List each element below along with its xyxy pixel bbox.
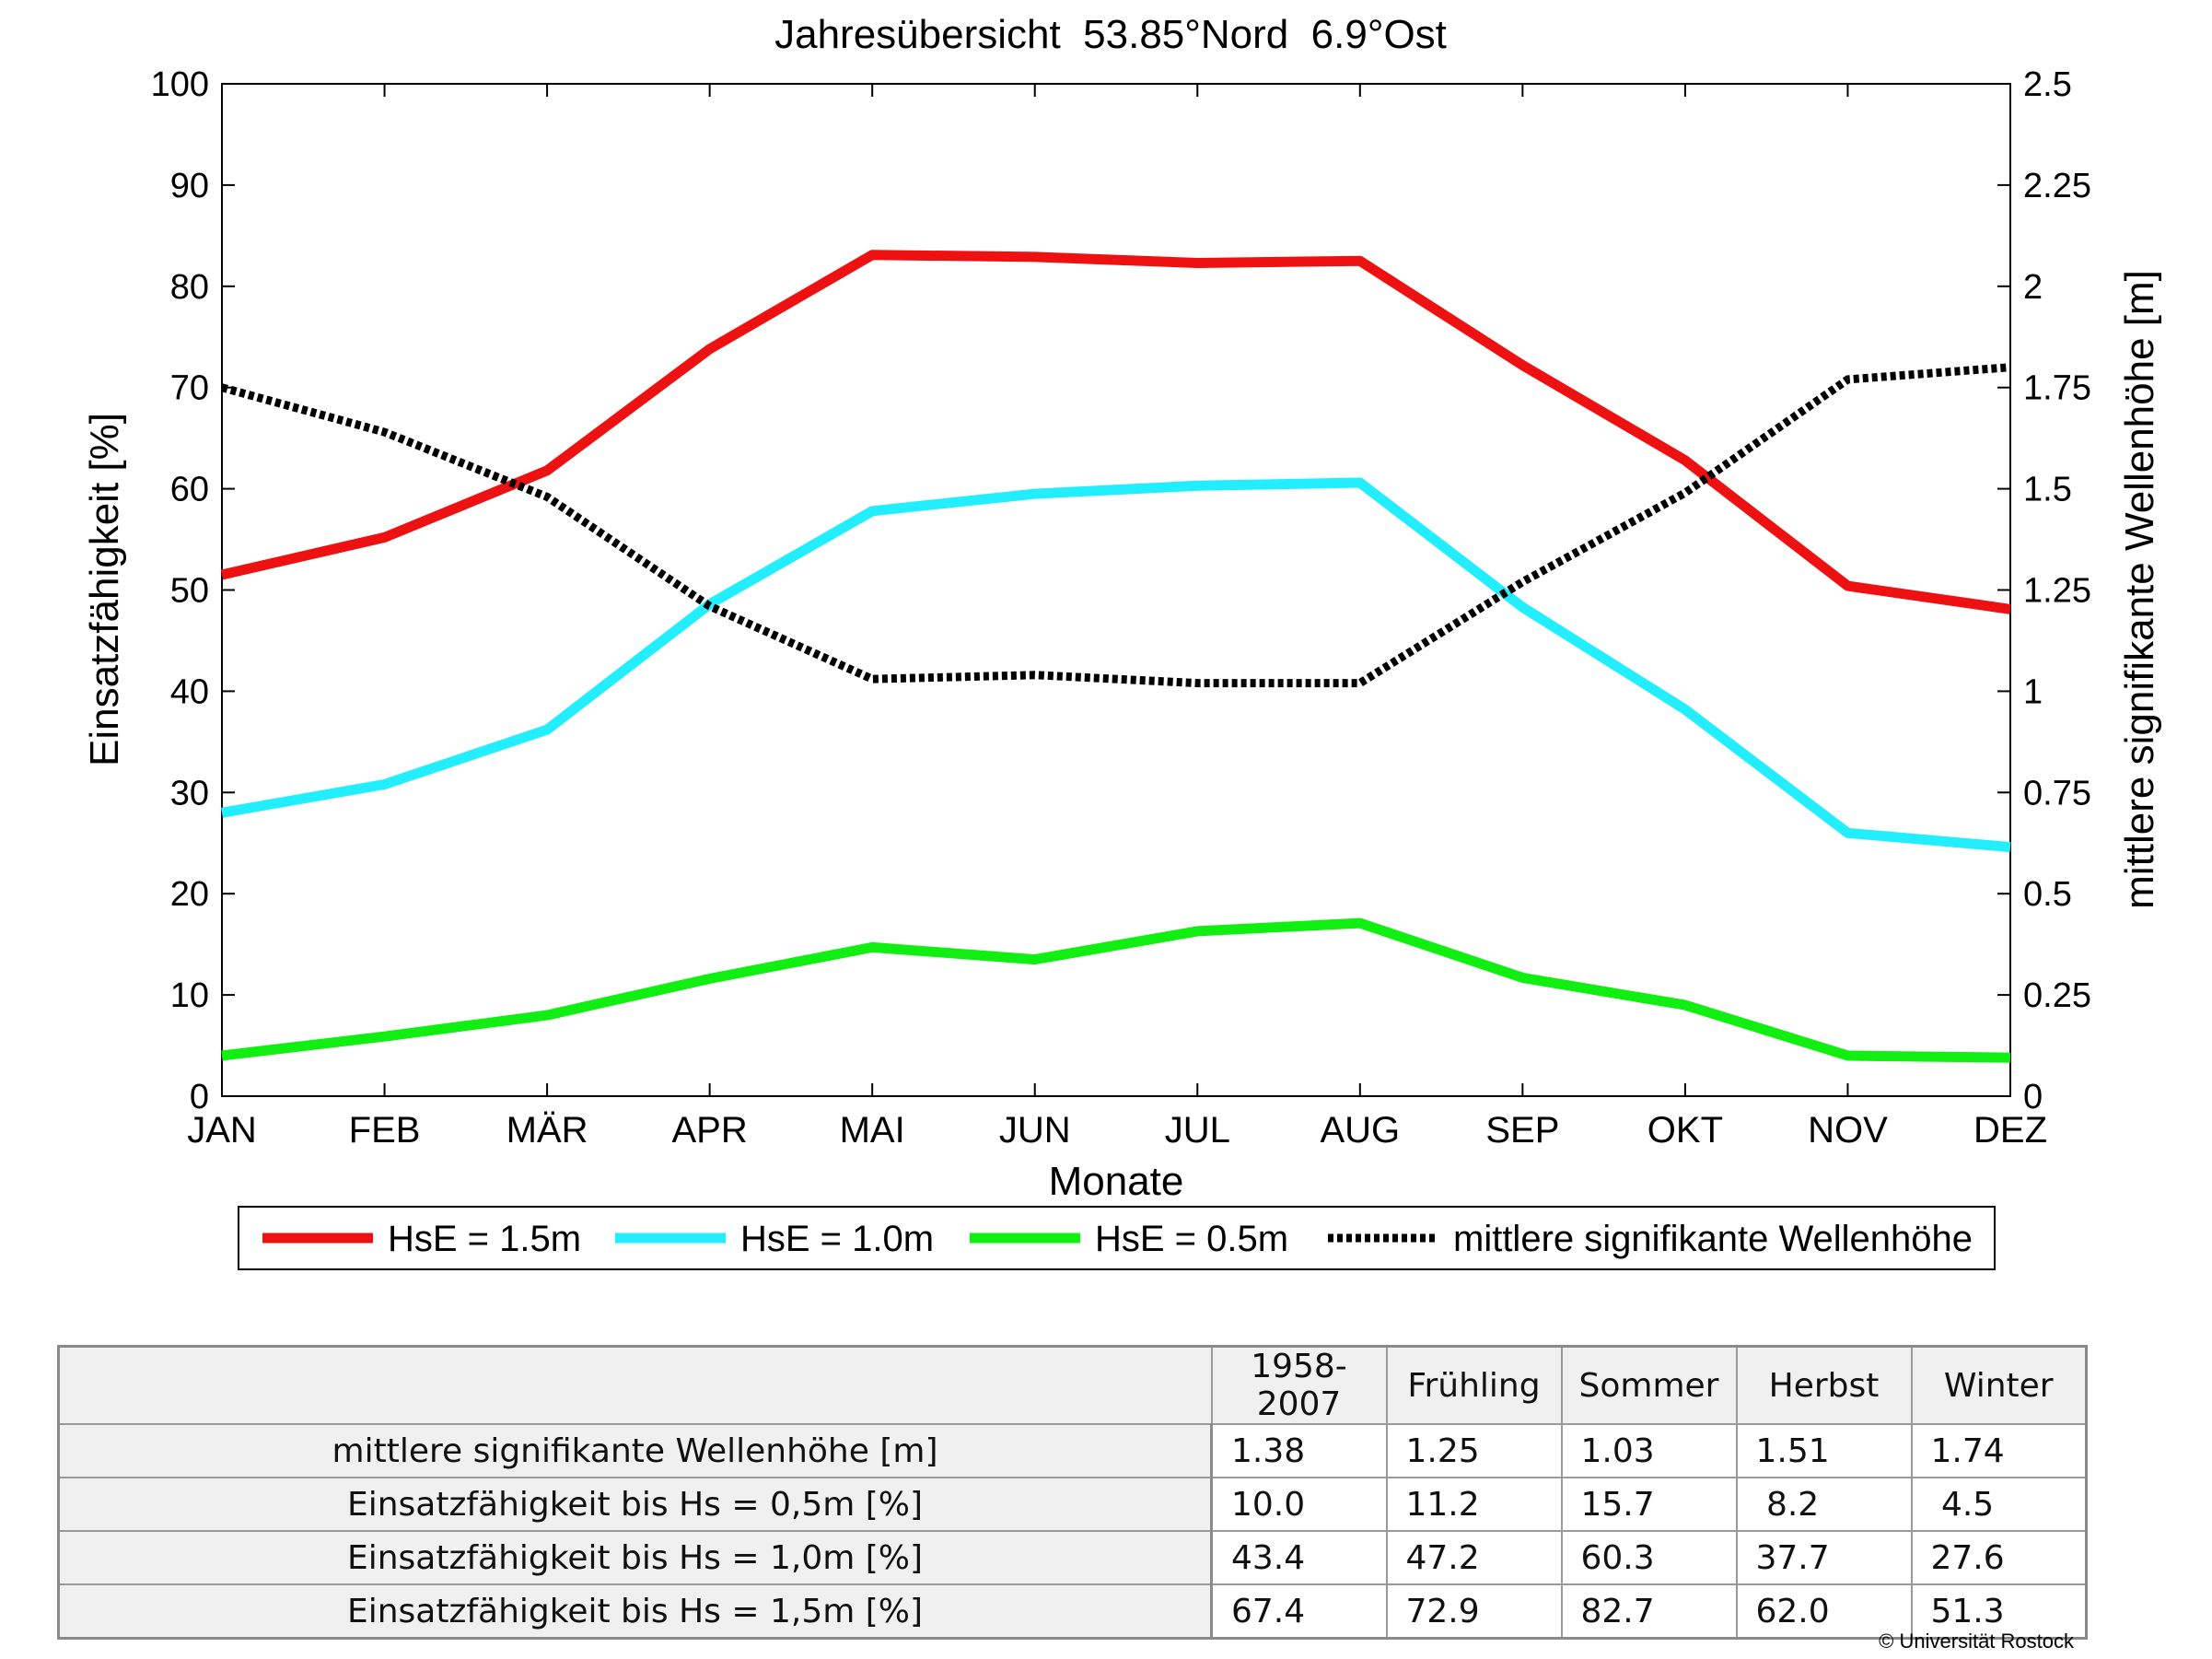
legend-label: HsE = 1.5m xyxy=(388,1219,581,1259)
x-tick-label: AUG xyxy=(1320,1110,1400,1151)
legend: HsE = 1.5m HsE = 1.0m HsE = 0.5m mittlere s… xyxy=(238,1206,1996,1270)
x-axis: JAN FEB MÄR APR MAI JUN JUL AUG SEP OKT NOV DEZ xyxy=(187,84,2047,1151)
y-tick-label-left: 70 xyxy=(170,369,209,408)
y-tick-label-left: 20 xyxy=(170,875,209,914)
x-tick-label: FEB xyxy=(349,1110,421,1151)
x-tick-label: MÄR xyxy=(506,1110,588,1151)
table-cell: 60.3 xyxy=(1560,1530,1738,1585)
table-cell: 15.7 xyxy=(1560,1477,1738,1532)
table-cell: 4.5 xyxy=(1910,1477,2088,1532)
y-tick-label-right: 1.75 xyxy=(2023,369,2091,408)
y-tick-label-left: 10 xyxy=(170,976,209,1015)
row-label: Einsatzfähigkeit bis Hs = 1,5m [%] xyxy=(57,1583,1213,1640)
y-tick-label-right: 2.5 xyxy=(2023,65,2072,104)
table-cell: 10.0 xyxy=(1210,1477,1388,1532)
y-tick-label-left: 100 xyxy=(151,65,209,104)
table-header-autumn: Herbst xyxy=(1735,1345,1913,1425)
wave-chart: Jahresübersicht 53.85°Nord 6.9°Ost 01020… xyxy=(82,12,2162,1270)
table-header-row: 1958-2007 Frühling Sommer Herbst Winter xyxy=(57,1345,2088,1425)
legend-label: HsE = 1.0m xyxy=(740,1219,934,1259)
x-tick-label: DEZ xyxy=(1973,1110,2047,1151)
y-tick-label-left: 0 xyxy=(190,1078,209,1116)
left-axis: 0 10 20 30 40 50 60 70 80 90 100 xyxy=(151,65,2010,1116)
table-row: Einsatzfähigkeit bis Hs = 0,5m [%] 10.0 … xyxy=(57,1477,2088,1532)
series-line-0 xyxy=(220,250,2011,614)
series-line-2 xyxy=(221,917,2011,1063)
table-cell: 43.4 xyxy=(1210,1530,1388,1585)
x-tick-label: SEP xyxy=(1485,1110,1559,1151)
x-tick-label: APR xyxy=(672,1110,748,1151)
table-cell: 82.7 xyxy=(1560,1583,1738,1640)
table-header-summer: Sommer xyxy=(1560,1345,1738,1425)
legend-box xyxy=(238,1206,1996,1270)
table-cell: 27.6 xyxy=(1910,1530,2088,1585)
y-tick-label-left: 30 xyxy=(170,774,209,812)
y-tick-label-left: 90 xyxy=(170,167,209,205)
table-cell: 1.25 xyxy=(1385,1423,1563,1478)
table-cell: 72.9 xyxy=(1385,1583,1563,1640)
x-tick-label: JAN xyxy=(187,1110,257,1151)
y-tick-label-right: 1.25 xyxy=(2023,572,2091,611)
y-tick-label-left: 60 xyxy=(170,471,209,509)
table-row: Einsatzfähigkeit bis Hs = 1,0m [%] 43.4 … xyxy=(57,1530,2088,1585)
table-header-winter: Winter xyxy=(1910,1345,2088,1425)
table-cell: 1.38 xyxy=(1210,1423,1388,1478)
y-tick-label-right: 1 xyxy=(2023,672,2043,711)
table-header-period: 1958-2007 xyxy=(1210,1345,1388,1425)
series-line-3 xyxy=(220,363,2011,688)
table-header-empty xyxy=(57,1345,1213,1425)
row-label: Einsatzfähigkeit bis Hs = 0,5m [%] xyxy=(57,1477,1213,1532)
y-tick-label-right: 0.25 xyxy=(2023,976,2091,1015)
table-cell: 67.4 xyxy=(1210,1583,1388,1640)
y-tick-label-right: 2 xyxy=(2023,268,2043,307)
table-cell: 11.2 xyxy=(1385,1477,1563,1532)
y-tick-label-left: 40 xyxy=(170,672,209,711)
series-lines xyxy=(220,250,2011,1063)
table-cell: 47.2 xyxy=(1385,1530,1563,1585)
row-label: Einsatzfähigkeit bis Hs = 1,0m [%] xyxy=(57,1530,1213,1585)
y-tick-label-right: 2.25 xyxy=(2023,167,2091,205)
table-cell: 8.2 xyxy=(1735,1477,1913,1532)
table-cell: 62.0 xyxy=(1735,1583,1913,1640)
y-axis-label-left: Einsatzfähigkeit [%] xyxy=(82,413,127,766)
legend-label: mittlere signifikante Wellenhöhe xyxy=(1453,1219,1973,1259)
x-tick-label: JUN xyxy=(999,1110,1071,1151)
copyright-notice: © Universität Rostock xyxy=(1879,1630,2074,1653)
table-cell: 1.03 xyxy=(1560,1423,1738,1478)
y-axis-label-right: mittlere signifikante Wellenhöhe [m] xyxy=(2117,270,2162,909)
y-tick-label-right: 0 xyxy=(2023,1078,2043,1116)
legend-label: HsE = 0.5m xyxy=(1095,1219,1288,1259)
table-cell: 51.3 xyxy=(1910,1583,2088,1640)
x-tick-label: JUL xyxy=(1165,1110,1230,1151)
table-row: mittlere signifikante Wellenhöhe [m] 1.3… xyxy=(57,1423,2088,1478)
stats-table: 1958-2007 Frühling Sommer Herbst Winter … xyxy=(57,1345,2088,1640)
table-cell: 1.51 xyxy=(1735,1423,1913,1478)
table-cell: 37.7 xyxy=(1735,1530,1913,1585)
series-line-1 xyxy=(221,477,2011,853)
y-tick-label-right: 0.5 xyxy=(2023,875,2072,914)
chart-title: Jahresübersicht 53.85°Nord 6.9°Ost xyxy=(774,12,1447,57)
table-header-spring: Frühling xyxy=(1385,1345,1563,1425)
x-tick-label: NOV xyxy=(1808,1110,1888,1151)
y-tick-label-left: 80 xyxy=(170,268,209,307)
x-tick-label: MAI xyxy=(840,1110,905,1151)
right-axis: 0 0.25 0.5 0.75 1 1.25 1.5 1.75 2 2.25 2.5 xyxy=(2023,65,2091,1116)
row-label: mittlere signifikante Wellenhöhe [m] xyxy=(57,1423,1213,1478)
y-tick-label-right: 1.5 xyxy=(2023,471,2072,509)
x-axis-label: Monate xyxy=(1049,1159,1184,1204)
y-tick-label-right: 0.75 xyxy=(2023,774,2091,812)
table-row: Einsatzfähigkeit bis Hs = 1,5m [%] 67.4 … xyxy=(57,1583,2088,1640)
table-cell: 1.74 xyxy=(1910,1423,2088,1478)
x-tick-label: OKT xyxy=(1647,1110,1723,1151)
y-tick-label-left: 50 xyxy=(170,572,209,611)
